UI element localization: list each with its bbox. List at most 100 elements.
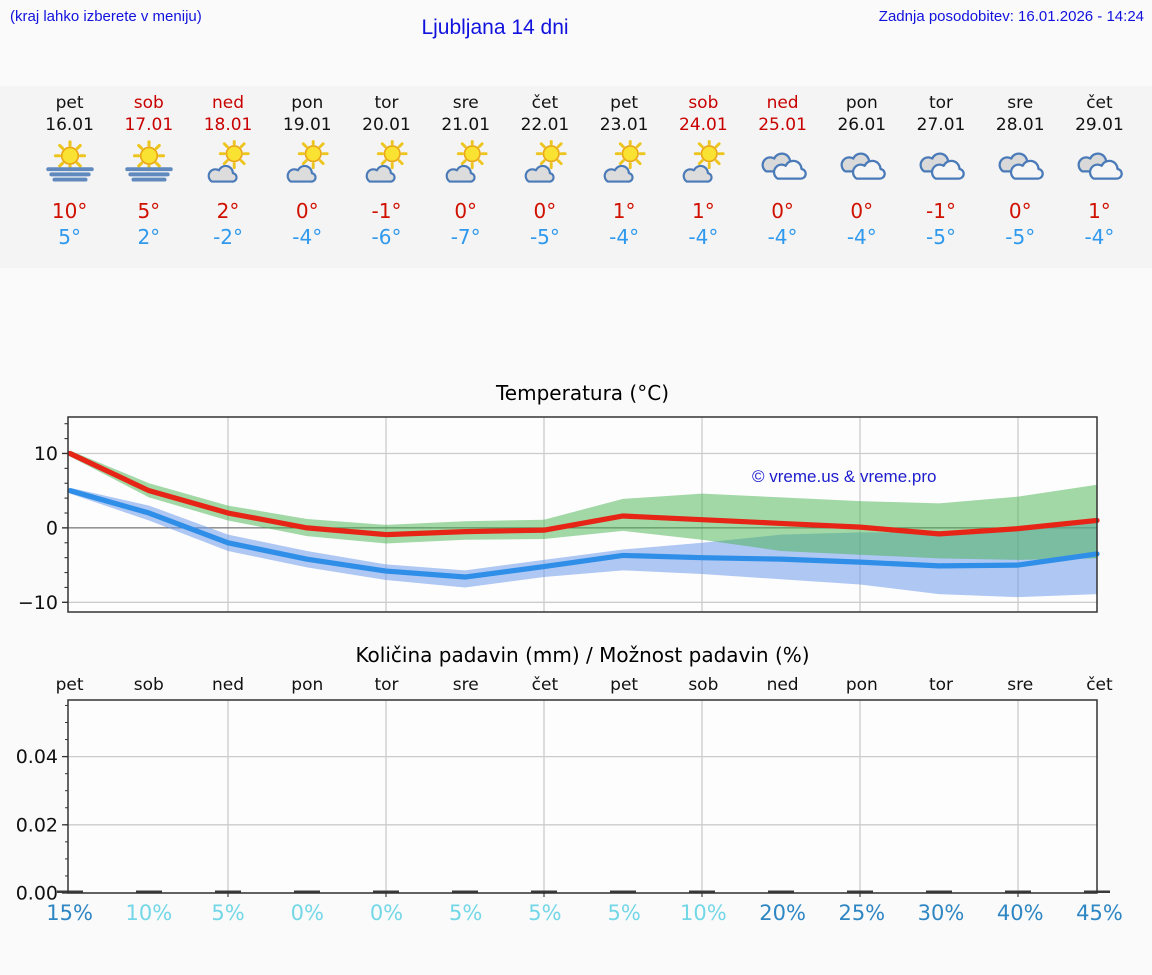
watermark: © vreme.us & vreme.pro — [752, 467, 937, 486]
high-temp: 0° — [850, 199, 874, 223]
weather-icon-cloudy — [743, 140, 822, 190]
weather-icon-partly — [426, 140, 505, 190]
precip-day-label: ned — [766, 675, 799, 695]
low-temp: -4° — [688, 225, 719, 249]
high-temp: 0° — [295, 199, 319, 223]
day-column: sob 17.01 5° 2° — [109, 92, 188, 268]
day-date: 20.01 — [362, 115, 411, 135]
precip-probability: 25% — [838, 901, 886, 925]
day-name: tor — [928, 93, 954, 113]
day-date: 16.01 — [45, 115, 94, 135]
day-date: 23.01 — [599, 115, 649, 135]
low-temp: 5° — [58, 225, 81, 249]
high-temp: -1° — [926, 199, 956, 223]
low-temp: 2° — [137, 225, 161, 249]
day-name: pet — [55, 93, 84, 113]
day-name: sre — [1007, 93, 1034, 113]
page-title: Ljubljana 14 dni — [421, 16, 569, 39]
precip-day-label: sre — [452, 675, 479, 695]
day-column: sob 24.01 1° -4° — [664, 92, 743, 268]
day-date: 25.01 — [758, 115, 807, 135]
precip-day-label: ned — [212, 675, 245, 695]
day-strip: pet 16.01 10° 5° sob 17.01 5° 2° ned 18.… — [0, 86, 1152, 268]
weather-icon-cloudy — [901, 140, 980, 190]
day-date: 18.01 — [203, 115, 253, 135]
day-date: 29.01 — [1075, 115, 1124, 135]
weather-icon-partly — [347, 140, 426, 190]
day-column: pet 16.01 10° 5° — [30, 92, 109, 268]
day-column: tor 27.01 -1° -5° — [901, 92, 980, 268]
precip-day-label: pon — [845, 675, 878, 695]
day-name: sre — [452, 93, 479, 113]
precip-probability: 5% — [528, 901, 562, 925]
weather-icon-cloudy — [981, 140, 1060, 190]
weather-icon-fog — [109, 140, 188, 190]
precip-day-label: tor — [928, 675, 954, 695]
high-temp: 2° — [216, 199, 240, 223]
precip-probability: 5% — [211, 901, 245, 925]
day-date: 19.01 — [282, 115, 332, 135]
low-temp: -4° — [292, 225, 323, 249]
precip-day-label: sob — [133, 675, 164, 695]
day-name: tor — [374, 93, 399, 113]
precip-probability: 5% — [607, 901, 641, 925]
precip-day-label: pet — [610, 675, 639, 695]
precip-day-label: čet — [531, 675, 559, 695]
precip-probability: 10% — [680, 901, 727, 925]
weather-icon-partly — [188, 140, 267, 190]
low-temp: -4° — [609, 225, 640, 249]
day-column: tor 20.01 -1° -6° — [347, 92, 426, 268]
day-column: čet 29.01 1° -4° — [1060, 92, 1139, 268]
day-date: 26.01 — [837, 115, 887, 135]
weather-icon-cloudy — [1060, 140, 1139, 190]
high-temp: 1° — [691, 199, 715, 223]
weather-icon-partly — [585, 140, 664, 190]
precip-probability: 5% — [449, 901, 483, 925]
precip-day-label: sob — [688, 675, 719, 695]
svg-text:0.04: 0.04 — [16, 746, 58, 768]
svg-text:−10: −10 — [18, 592, 58, 614]
low-temp: -4° — [1084, 225, 1115, 249]
precip-probability: 30% — [917, 901, 965, 925]
low-temp: -5° — [926, 225, 956, 249]
low-temp: -4° — [767, 225, 798, 249]
low-temp: -7° — [450, 225, 481, 249]
day-column: pon 19.01 0° -4° — [268, 92, 347, 268]
low-temp: -5° — [529, 225, 560, 249]
high-temp: 0° — [1008, 199, 1032, 223]
day-column: ned 18.01 2° -2° — [188, 92, 267, 268]
day-date: 28.01 — [995, 115, 1045, 135]
high-temp: 5° — [137, 199, 161, 223]
high-temp: 0° — [454, 199, 478, 223]
precip-day-label: pet — [55, 675, 84, 695]
precip-day-labels: pet sob ned pon tor sre čet pet sob ned pon tor sre č… — [0, 675, 1152, 695]
low-temp: -4° — [846, 225, 877, 249]
precip-probability: 0% — [290, 901, 324, 925]
day-name: sob — [688, 93, 719, 113]
day-name: sob — [133, 93, 164, 113]
weather-icon-fog — [30, 140, 109, 190]
precip-probability-row: 15% 10% 5% 0% 0% 5% 5% 5% 10% 20% 25% 30% 40% 45% — [0, 901, 1152, 925]
weather-icon-partly — [664, 140, 743, 190]
day-date: 21.01 — [441, 115, 491, 135]
day-name: čet — [531, 93, 559, 113]
high-temp: -1° — [371, 199, 402, 223]
precip-probability: 40% — [996, 901, 1044, 925]
day-name: čet — [1086, 93, 1113, 113]
day-date: 24.01 — [679, 115, 728, 135]
svg-text:10: 10 — [34, 443, 58, 465]
temp-chart-title: Temperatura (°C) — [495, 381, 669, 405]
menu-hint: (kraj lahko izberete v meniju) — [10, 8, 202, 25]
day-column: sre 21.01 0° -7° — [426, 92, 505, 268]
svg-text:0: 0 — [46, 517, 58, 539]
low-temp: -2° — [213, 225, 244, 249]
precip-day-label: tor — [374, 675, 399, 695]
svg-text:0.02: 0.02 — [16, 814, 58, 836]
precip-day-label: čet — [1086, 675, 1113, 695]
weather-icon-partly — [505, 140, 584, 190]
precip-probability: 10% — [125, 901, 173, 925]
low-temp: -6° — [371, 225, 402, 249]
precip-probability: 0% — [369, 901, 404, 925]
day-column: čet 22.01 0° -5° — [505, 92, 584, 268]
